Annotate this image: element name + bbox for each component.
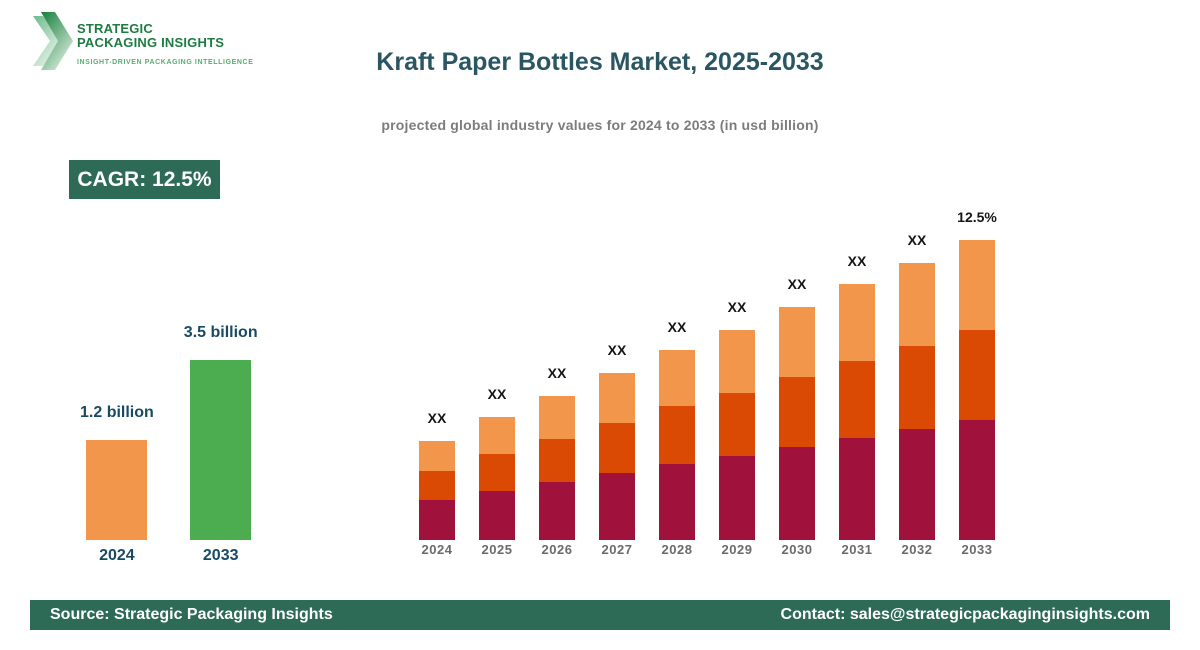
bar-segment-middle — [959, 330, 995, 420]
bar-segment-bottom — [659, 464, 695, 540]
bar-segment-bottom — [899, 429, 935, 540]
stacked-bar-column: XX — [839, 253, 875, 540]
bar-segment-middle — [719, 393, 755, 456]
bar-value-label: XX — [427, 410, 447, 426]
bar-segment-top — [719, 330, 755, 393]
logo-chevron-icon — [33, 12, 73, 70]
cagr-badge: CAGR: 12.5% — [69, 160, 220, 199]
bar-segment-bottom — [479, 491, 515, 540]
stacked-bar-column: XX — [659, 319, 695, 540]
bar-segment-bottom — [779, 447, 815, 540]
bar-segment-top — [539, 396, 575, 439]
bar-segment-top — [479, 417, 515, 454]
bar-segment-middle — [839, 361, 875, 438]
mini-bar-value-label: 1.2 billion — [80, 404, 154, 421]
bar-segment-top — [419, 441, 455, 471]
stacked-bar-column: XX — [899, 232, 935, 540]
bar-segment-bottom — [539, 482, 575, 540]
bar-segment-top — [959, 240, 995, 330]
bar-segment-bottom — [419, 500, 455, 540]
footer-bar: Source: Strategic Packaging Insights Con… — [30, 600, 1170, 630]
axis-year-label: 2033 — [961, 542, 993, 557]
stacked-bar-year-axis: 2024 2025 2026 2027 2028 2029 2030 2031 2032 2033 — [419, 542, 995, 557]
bar-segment-middle — [419, 471, 455, 500]
bar-segment-bottom — [959, 420, 995, 540]
bar-segment-bottom — [719, 456, 755, 540]
mini-bar-year-label: 2024 — [99, 547, 135, 564]
stacked-bar-column: XX — [719, 299, 755, 540]
bar-value-label: 12.5% — [957, 209, 997, 225]
axis-year-label: 2026 — [541, 542, 573, 557]
stacked-bar-column: XX — [539, 365, 575, 540]
footer-contact: Contact: sales@strategicpackaginginsight… — [780, 606, 1150, 623]
axis-year-label: 2024 — [421, 542, 453, 557]
bar-segment-top — [659, 350, 695, 406]
bar-segment-middle — [599, 423, 635, 473]
bar-value-label: XX — [607, 342, 627, 358]
bar-segment-middle — [539, 439, 575, 482]
page-subtitle: projected global industry values for 202… — [381, 117, 819, 133]
bar-segment-middle — [779, 377, 815, 447]
axis-year-label: 2028 — [661, 542, 693, 557]
axis-year-label: 2031 — [841, 542, 873, 557]
stacked-bar-column: XX — [779, 276, 815, 540]
bar-segment-top — [779, 307, 815, 377]
bar-value-label: XX — [667, 319, 687, 335]
bar-value-label: XX — [547, 365, 567, 381]
mini-bar-year-label: 2033 — [202, 547, 239, 564]
logo-tagline: INSIGHT-DRIVEN PACKAGING INTELLIGENCE — [77, 59, 254, 66]
bar-segment-top — [899, 263, 935, 346]
bar-segment-middle — [899, 346, 935, 429]
bar-value-label: XX — [847, 253, 867, 269]
stacked-bar-column: XX — [599, 342, 635, 540]
bar-segment-top — [599, 373, 635, 423]
bar-value-label: XX — [907, 232, 927, 248]
bar-value-label: XX — [727, 299, 747, 315]
bar-segment-bottom — [599, 473, 635, 540]
axis-year-label: 2025 — [481, 542, 513, 557]
page-title: Kraft Paper Bottles Market, 2025-2033 — [376, 48, 824, 76]
growth-summary-chart: 1.2 billion 2024 3.5 billion 2033 — [80, 320, 258, 565]
stacked-bar-column: XX — [479, 386, 515, 540]
axis-year-label: 2027 — [601, 542, 633, 557]
stacked-bar-chart: XX XX XX XX XX XX XX XX XX 12.5% — [419, 198, 997, 540]
stacked-bar-column: XX — [419, 410, 455, 540]
bar-segment-bottom — [839, 438, 875, 540]
mini-bar-column: 3.5 billion 2033 — [184, 324, 258, 565]
bar-value-label: XX — [787, 276, 807, 292]
mini-bar-value-label: 3.5 billion — [183, 324, 258, 341]
mini-bar-2033 — [190, 360, 252, 540]
axis-year-label: 2029 — [721, 542, 753, 557]
mini-bar-column: 1.2 billion 2024 — [80, 404, 154, 565]
logo-line2: PACKAGING INSIGHTS — [77, 35, 225, 50]
bar-segment-middle — [479, 454, 515, 491]
mini-bar-2024 — [86, 440, 148, 540]
bar-segment-top — [839, 284, 875, 361]
logo: STRATEGIC PACKAGING INSIGHTS INSIGHT-DRI… — [33, 12, 253, 70]
bar-segment-middle — [659, 406, 695, 464]
stacked-bar-column: 12.5% — [957, 209, 997, 540]
logo-text: STRATEGIC PACKAGING INSIGHTS INSIGHT-DRI… — [77, 12, 254, 67]
axis-year-label: 2030 — [781, 542, 813, 557]
logo-line1: STRATEGIC — [77, 21, 153, 36]
footer-source: Source: Strategic Packaging Insights — [50, 606, 333, 623]
axis-year-label: 2032 — [901, 542, 933, 557]
bar-value-label: XX — [487, 386, 507, 402]
